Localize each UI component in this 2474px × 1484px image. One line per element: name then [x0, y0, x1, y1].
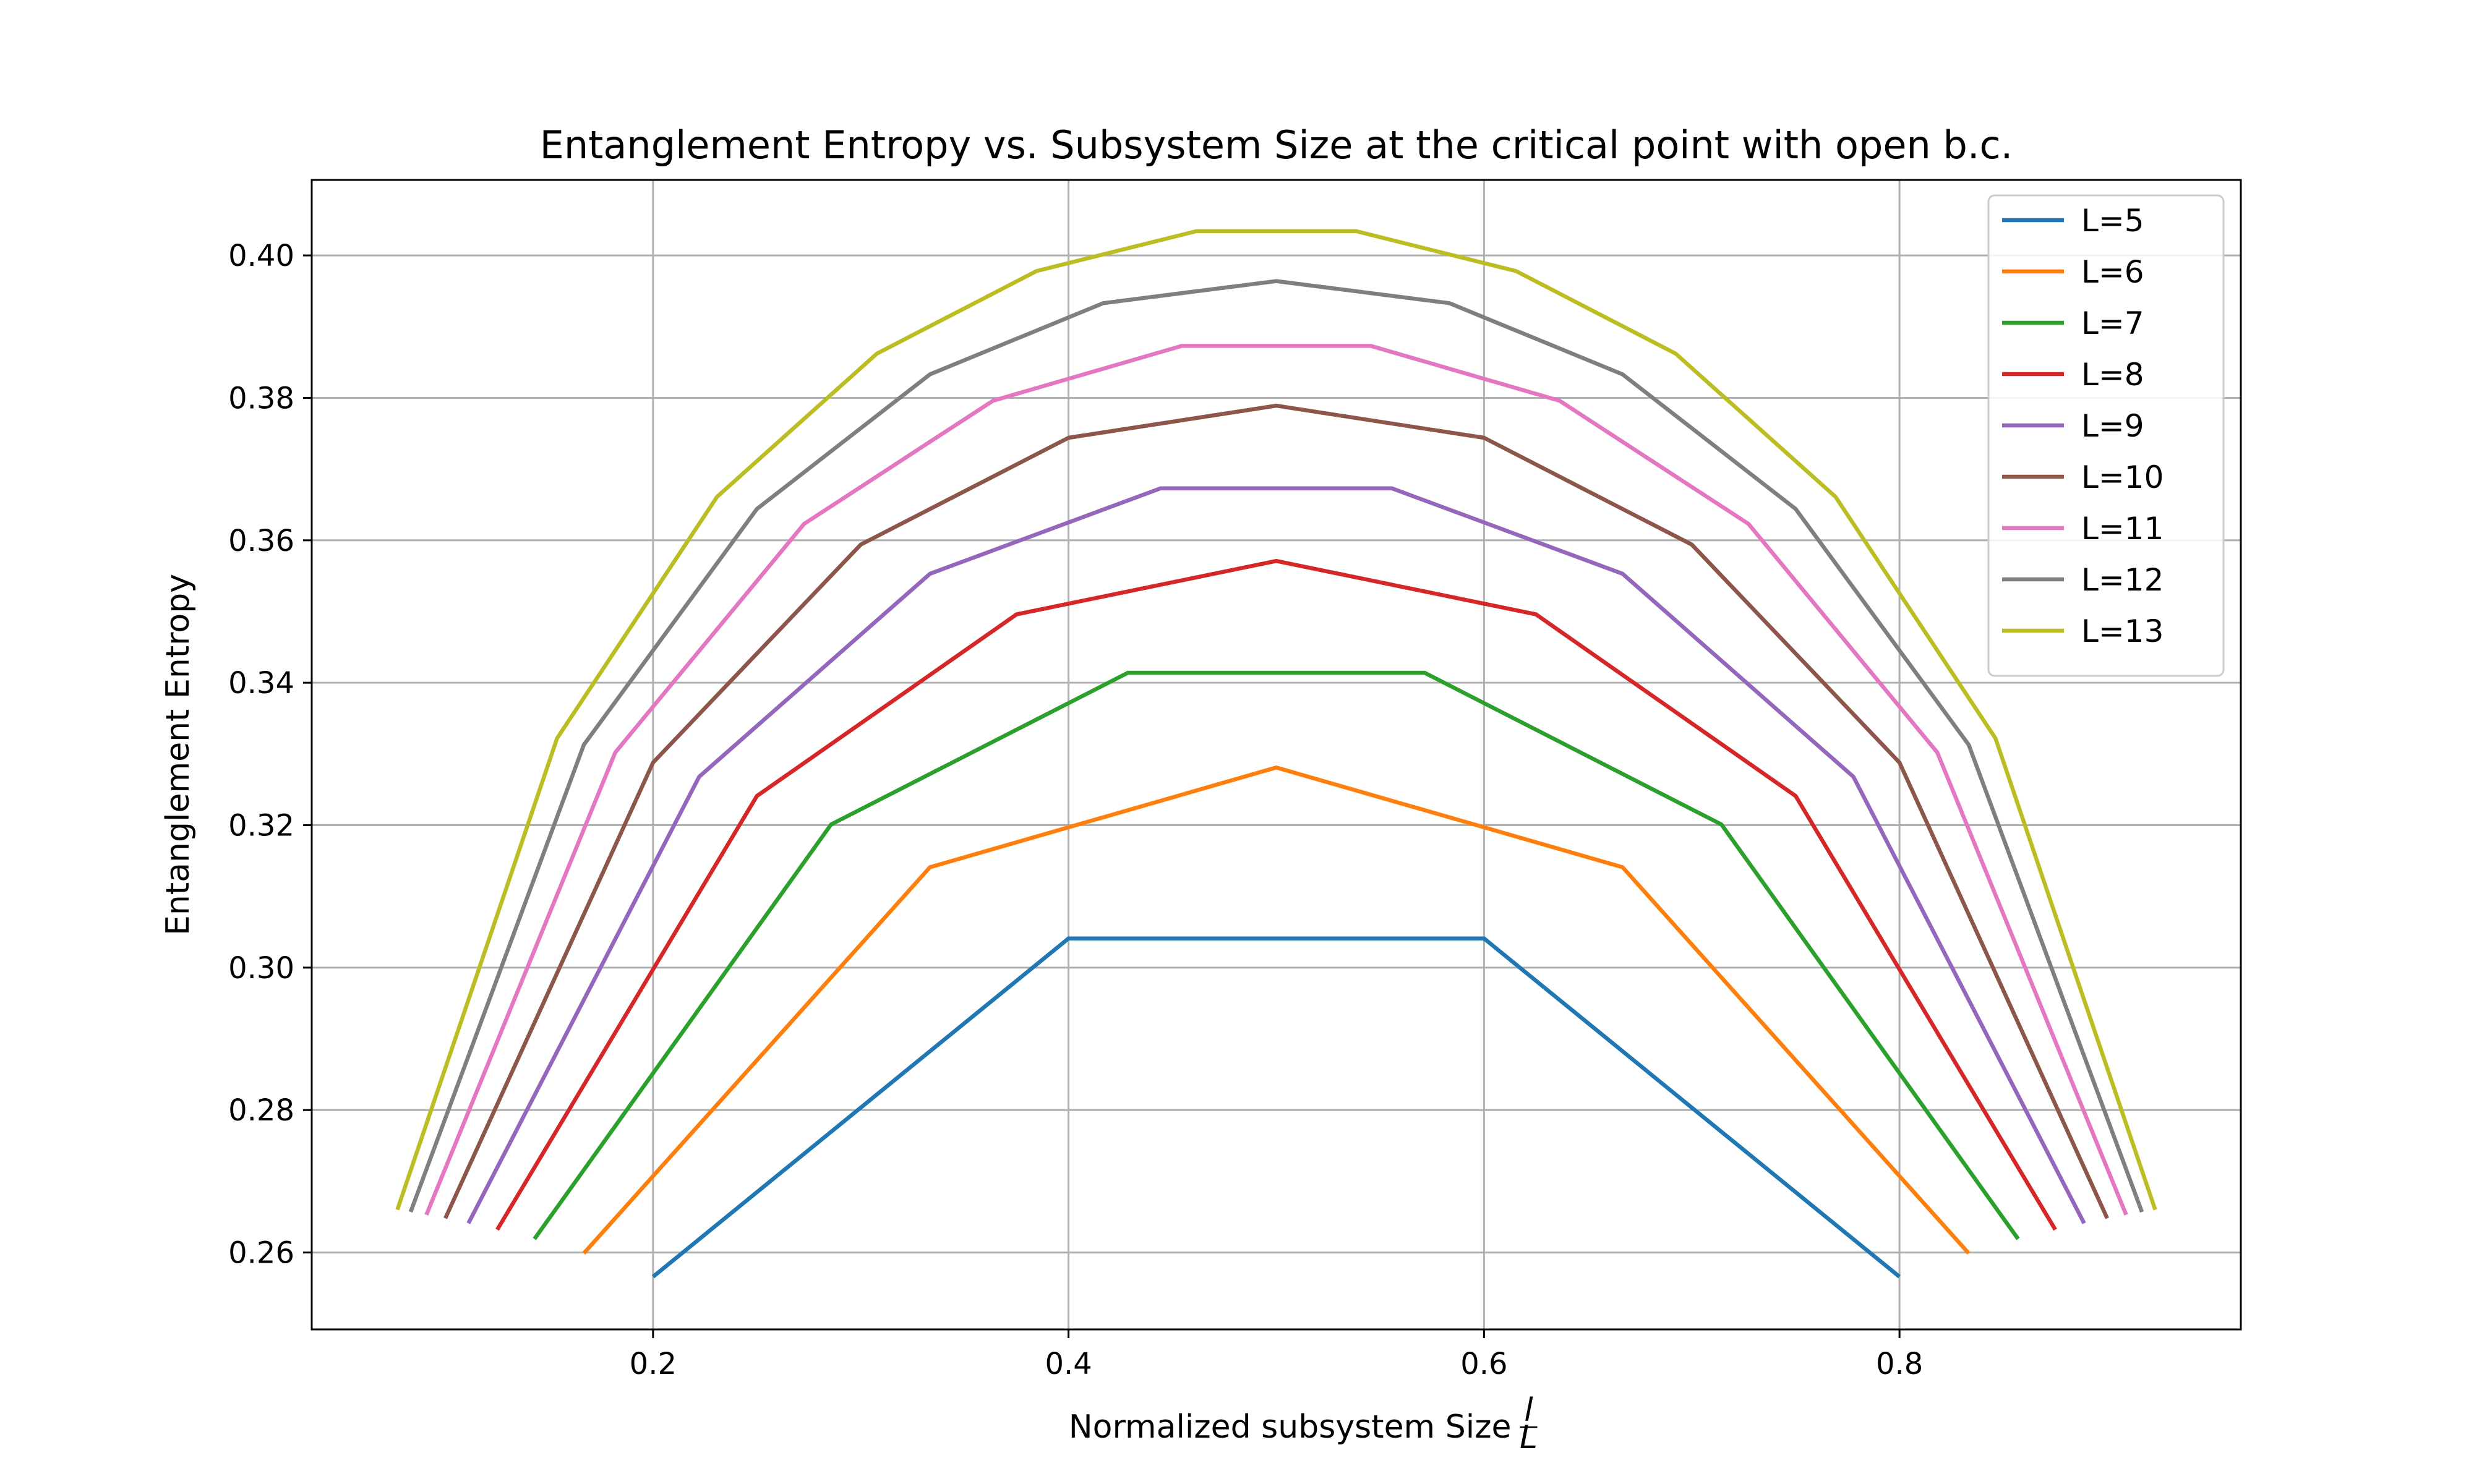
fraction-numerator: l: [1524, 1392, 1533, 1429]
y-tick-label: 0.30: [228, 951, 294, 986]
x-tick-label: 0.8: [1876, 1347, 1923, 1381]
legend: L=5 L=6 L=7 L=8 L=9 L=10 L=11 L=12 L=13: [1987, 194, 2225, 677]
series-line-l-11: [424, 344, 2128, 1216]
x-axis-label-fraction: l L: [1520, 1392, 1538, 1456]
series-line-l-10: [443, 403, 2109, 1219]
x-axis-label: Normalized subsystem Size: [1069, 1409, 1512, 1446]
legend-label-l-7: L=7: [2081, 305, 2144, 341]
legend-label-l-8: L=8: [2081, 357, 2144, 393]
legend-label-l-5: L=5: [2081, 203, 2144, 239]
chart-title: Entanglement Entropy vs. Subsystem Size …: [540, 122, 2013, 168]
legend-label-l-12: L=12: [2081, 562, 2164, 598]
y-tick-label: 0.28: [228, 1093, 294, 1128]
plot-frame: [310, 179, 2242, 1331]
fraction-denominator: L: [1520, 1419, 1538, 1456]
y-tick-label: 0.40: [228, 239, 294, 273]
series-line-l-12: [408, 279, 2144, 1213]
series-line-l-7: [533, 670, 2020, 1240]
y-tick-label: 0.26: [228, 1236, 294, 1271]
series-lines: [395, 229, 2157, 1279]
legend-label-l-6: L=6: [2081, 254, 2144, 290]
legend-label-l-10: L=10: [2081, 459, 2164, 495]
x-tick-label: 0.4: [1045, 1347, 1092, 1381]
y-tick-label: 0.32: [228, 809, 294, 843]
y-tick-label: 0.34: [228, 666, 294, 701]
legend-label-l-11: L=11: [2081, 511, 2164, 547]
series-line-l-5: [651, 936, 1901, 1279]
legend-label-l-13: L=13: [2081, 613, 2164, 649]
series-line-l-6: [582, 765, 1971, 1255]
legend-box: [1987, 194, 2225, 677]
grid: [312, 180, 2241, 1329]
legend-label-l-9: L=9: [2081, 408, 2144, 444]
y-tick-label: 0.36: [228, 524, 294, 558]
axis-ticks: 0.2 0.4 0.6 0.8 0.26 0.28 0.30 0.32 0.34 0.36 0.38…: [228, 239, 1923, 1381]
series-line-l-13: [395, 229, 2157, 1211]
x-tick-label: 0.6: [1460, 1347, 1507, 1381]
x-tick-label: 0.2: [630, 1347, 677, 1381]
y-tick-label: 0.38: [228, 381, 294, 416]
series-line-l-9: [466, 486, 2086, 1224]
y-axis-label: Entanglement Entropy: [160, 574, 197, 936]
series-line-l-8: [495, 558, 2057, 1231]
